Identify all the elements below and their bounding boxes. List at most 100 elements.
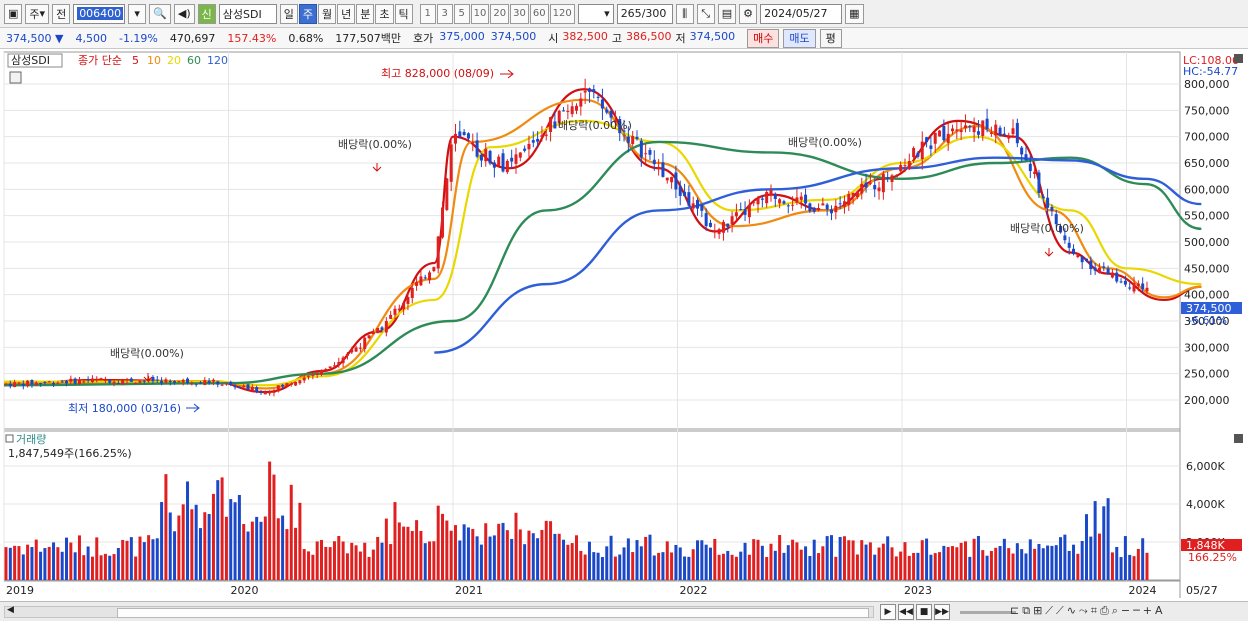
sell-button[interactable]: 매도 [783,28,816,48]
dropdown-icon[interactable]: ▾ [128,3,147,24]
candle-body [847,194,851,206]
interval-button-3[interactable]: 3 [436,3,453,24]
count-field[interactable]: 265/300 [616,3,673,24]
volume-bar [436,505,440,580]
period-type-select[interactable]: 주 ▾ [25,3,50,24]
volume-bar [492,535,496,580]
candle-body [1089,260,1093,270]
candle-body [894,176,898,178]
period-button-1[interactable]: 주 [298,3,318,24]
volume-bar [531,533,535,580]
volume-bar [99,555,103,580]
ruler-icon[interactable]: ⌗ [1090,604,1097,617]
minus-icon[interactable]: − [1120,604,1131,617]
candle-body [838,203,842,205]
wave-icon[interactable]: ∿ [1066,604,1076,617]
volume-bar [471,528,475,580]
volume-bar [242,524,246,580]
candle-body [263,392,267,395]
candle-body [298,380,302,384]
pattern-icon[interactable]: ⤳ [1078,604,1088,617]
buy-label: 매수 [753,32,774,45]
plus-icon[interactable]: + [1142,604,1152,617]
legend-name-box [7,53,63,68]
period-button-3[interactable]: 년 [337,3,356,24]
volume-bar [665,541,669,580]
sound-icon[interactable]: ◀) [173,3,195,24]
candle-body [21,383,25,386]
prev-button[interactable]: 전 [52,3,71,24]
candle-type-icon[interactable]: ⫼ [675,3,694,24]
volume-bar [82,555,86,580]
print-icon[interactable]: ⎙ [1099,604,1109,617]
measure-icon[interactable]: ⊏ [1010,604,1020,617]
candle-body [769,190,773,196]
candle-body [419,276,423,286]
period-button-0[interactable]: 일 [279,3,298,24]
volume-bar [125,540,129,580]
gear-icon[interactable]: ⚙ [739,3,758,24]
buy-button[interactable]: 매수 [747,28,780,48]
volume-bar [920,540,924,580]
candle-body [488,150,492,164]
candle-body [34,382,38,386]
volume-toggle-icon[interactable] [5,434,14,443]
zoom-icon[interactable]: ⌕ [1111,604,1118,617]
volume-bar [1028,539,1032,580]
trend-line-icon[interactable]: ⟋ [1045,604,1053,617]
stock-code-field[interactable]: 006400 [73,3,126,24]
candle-body [670,177,674,183]
save-icon[interactable]: ▤ [717,3,737,24]
volume-bar [1002,538,1006,580]
interval-button-120[interactable]: 120 [549,3,575,24]
font-size-icon[interactable]: A [1154,604,1163,617]
interval-button-60[interactable]: 60 [529,3,549,24]
draw-tool-icon[interactable]: ⤡ [696,3,715,24]
stop-icon[interactable]: ■ [916,604,932,620]
price-tick-label: 250,000 [1184,368,1230,381]
price-close-icon[interactable] [1234,54,1243,63]
volume-bar [250,521,254,580]
calendar-icon[interactable]: ▦ [845,3,864,24]
copy-icon[interactable]: ⧉ [1022,604,1031,617]
period-button-2[interactable]: 월 [318,3,337,24]
fast-forward-icon[interactable]: ▶▶ [934,604,950,620]
fib-icon[interactable]: ⟋ [1056,604,1064,617]
date-field[interactable]: 2024/05/27 [760,3,843,24]
period-button-6[interactable]: 틱 [394,3,413,24]
candle-body [90,378,94,383]
scroll-thumb[interactable] [117,608,869,618]
dash-icon[interactable]: ─ [1133,604,1140,617]
candle-body [328,366,332,369]
candle-body [933,132,937,144]
volume-bar [26,544,30,580]
rewind-icon[interactable]: ◀◀ [898,604,914,620]
zoom-slider[interactable] [960,610,1016,614]
grid-toggle-icon[interactable] [9,71,22,84]
search-icon[interactable]: 🔍 [149,3,171,24]
candle-body [1097,267,1101,273]
window-icon[interactable]: ▣ [4,3,23,24]
interval-button-10[interactable]: 10 [470,3,490,24]
interval-button-5[interactable]: 5 [453,3,470,24]
scroll-left-icon[interactable]: ◀ [7,605,14,615]
candle-body [920,141,924,160]
interval-button-30[interactable]: 30 [510,3,529,24]
layout-icon[interactable]: ⊞ [1033,604,1043,617]
stock-chart[interactable]: 800,000 750,000 700,000 650,000 600,000 550,0… [0,50,1248,601]
volume-close-icon[interactable] [1234,434,1243,443]
scroll-right-icon[interactable]: ▶ [880,604,896,620]
eval-button[interactable]: 평 [819,28,842,48]
candle-body [458,131,462,138]
interval-button-20[interactable]: 20 [490,3,510,24]
period-button-5[interactable]: 초 [375,3,394,24]
volume-bar [549,521,553,580]
horizontal-scrollbar[interactable]: ◀ [4,605,874,618]
hc-label: HC:-54.77 [1183,65,1238,78]
volume-bar [90,556,94,580]
period-button-4[interactable]: 분 [356,3,375,24]
interval-select[interactable]: ▾ [577,3,614,24]
candle-body [138,380,142,383]
interval-button-1[interactable]: 1 [419,3,436,24]
